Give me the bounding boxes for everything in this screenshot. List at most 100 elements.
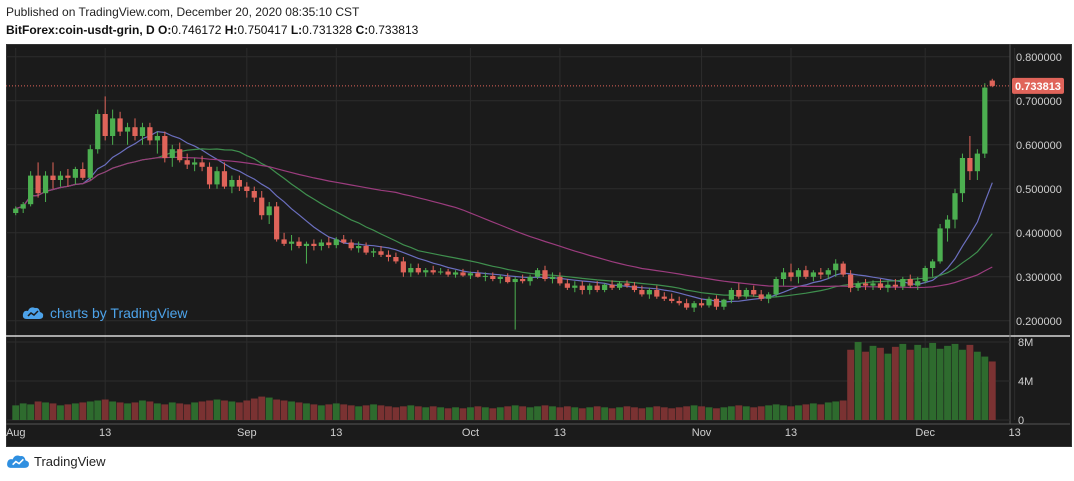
candle-body bbox=[214, 171, 220, 185]
candle-body bbox=[900, 279, 906, 287]
candle-body bbox=[274, 206, 280, 240]
candle-body bbox=[20, 204, 26, 209]
candle-body bbox=[534, 270, 541, 277]
candle-body bbox=[482, 275, 488, 277]
time-tick-label: Dec bbox=[915, 427, 935, 439]
last-price-label: 0.733813 bbox=[1015, 81, 1061, 93]
candle-body bbox=[751, 290, 757, 295]
candle-body bbox=[907, 279, 913, 286]
candle-body bbox=[736, 290, 742, 297]
candle-body bbox=[430, 270, 436, 273]
volume-bar bbox=[690, 405, 698, 420]
volume-bar bbox=[720, 407, 728, 420]
candle-body bbox=[162, 136, 168, 158]
high-value: 0.750417 bbox=[237, 23, 288, 37]
tradingview-watermark[interactable]: charts by TradingView bbox=[22, 305, 187, 321]
time-tick-label: Sep bbox=[237, 427, 257, 439]
volume-bar bbox=[556, 407, 564, 420]
volume-bar bbox=[310, 404, 318, 420]
volume-bar bbox=[668, 408, 676, 420]
watermark-text: charts by TradingView bbox=[50, 305, 188, 321]
volume-bar bbox=[906, 349, 914, 420]
volume-bar bbox=[288, 401, 295, 420]
volume-bar bbox=[235, 402, 243, 420]
volume-bar bbox=[489, 408, 497, 420]
candle-body bbox=[102, 114, 108, 136]
low-value: 0.731328 bbox=[302, 23, 353, 37]
open-value: 0.746172 bbox=[171, 23, 222, 37]
volume-bar bbox=[392, 407, 400, 420]
candle-body bbox=[259, 197, 265, 216]
volume-bar bbox=[340, 404, 348, 420]
candle-body bbox=[624, 283, 630, 286]
volume-bar bbox=[414, 406, 422, 420]
candle-body bbox=[788, 272, 794, 277]
volume-bar bbox=[713, 408, 720, 420]
volume-bar bbox=[101, 399, 109, 420]
candle-body bbox=[95, 114, 101, 150]
candle-body bbox=[452, 272, 459, 275]
candle-body bbox=[870, 283, 876, 286]
volume-bar bbox=[742, 406, 750, 420]
volume-bar bbox=[250, 398, 258, 420]
candle-body bbox=[147, 127, 153, 141]
volume-bar bbox=[534, 406, 541, 420]
candle-body bbox=[318, 242, 324, 246]
volume-bar bbox=[973, 351, 981, 420]
volume-bar bbox=[765, 405, 773, 420]
volume-bar bbox=[422, 407, 430, 420]
candle-body bbox=[885, 284, 891, 288]
candle-body bbox=[192, 162, 198, 165]
volume-bar bbox=[921, 347, 929, 420]
candle-body bbox=[959, 158, 966, 194]
cloud-icon bbox=[22, 307, 44, 319]
candle-body bbox=[982, 87, 988, 154]
volume-bar bbox=[27, 404, 35, 420]
volume-bar bbox=[645, 407, 653, 420]
candle-body bbox=[333, 239, 339, 246]
candle-body bbox=[42, 175, 49, 194]
volume-bar bbox=[757, 406, 765, 420]
candle-body bbox=[944, 219, 951, 229]
volume-tick-label: 4M bbox=[1018, 376, 1033, 388]
price-chart[interactable]: 0.800000 0.700000 0.600000 0.500000 0.400000… bbox=[6, 44, 1070, 445]
volume-bar bbox=[586, 407, 594, 420]
volume-bar bbox=[727, 406, 735, 420]
volume-bar bbox=[787, 406, 795, 420]
candle-body bbox=[57, 175, 64, 180]
volume-bar bbox=[526, 407, 534, 420]
time-tick-label: 13 bbox=[1009, 427, 1021, 439]
volume-bar bbox=[519, 406, 527, 420]
published-line: Published on TradingView.com, December 2… bbox=[6, 5, 360, 19]
candle-body bbox=[721, 299, 727, 307]
footer-brand[interactable]: TradingView bbox=[6, 454, 106, 469]
volume-bar bbox=[161, 404, 169, 420]
ohlc-line: BitForex:coin-usdt-grin, D O:0.746172 H:… bbox=[6, 22, 418, 38]
candle-body bbox=[527, 276, 533, 282]
volume-bar bbox=[929, 342, 937, 420]
price-tick-label: 0.700000 bbox=[1016, 96, 1062, 108]
time-tick-label: Oct bbox=[462, 427, 479, 439]
candle-body bbox=[833, 263, 839, 271]
candle-body bbox=[393, 257, 399, 262]
candle-body bbox=[549, 276, 556, 279]
high-label: H: bbox=[224, 23, 238, 37]
volume-bar bbox=[772, 404, 780, 420]
candle-body bbox=[244, 186, 250, 191]
candle-body bbox=[512, 279, 518, 283]
volume-bar bbox=[839, 400, 847, 420]
volume-bar bbox=[601, 407, 609, 420]
candle-body bbox=[713, 298, 720, 307]
candle-body bbox=[616, 283, 623, 288]
price-tick-label: 0.500000 bbox=[1016, 184, 1062, 196]
volume-bar bbox=[317, 405, 325, 420]
volume-bar bbox=[541, 405, 549, 420]
volume-bar bbox=[899, 343, 907, 420]
volume-bar bbox=[675, 407, 683, 420]
candle-body bbox=[348, 242, 354, 249]
volume-bar bbox=[183, 404, 191, 420]
volume-bar bbox=[578, 408, 586, 420]
volume-bar bbox=[832, 401, 840, 420]
candle-body bbox=[266, 206, 272, 216]
candle-body bbox=[65, 175, 71, 178]
